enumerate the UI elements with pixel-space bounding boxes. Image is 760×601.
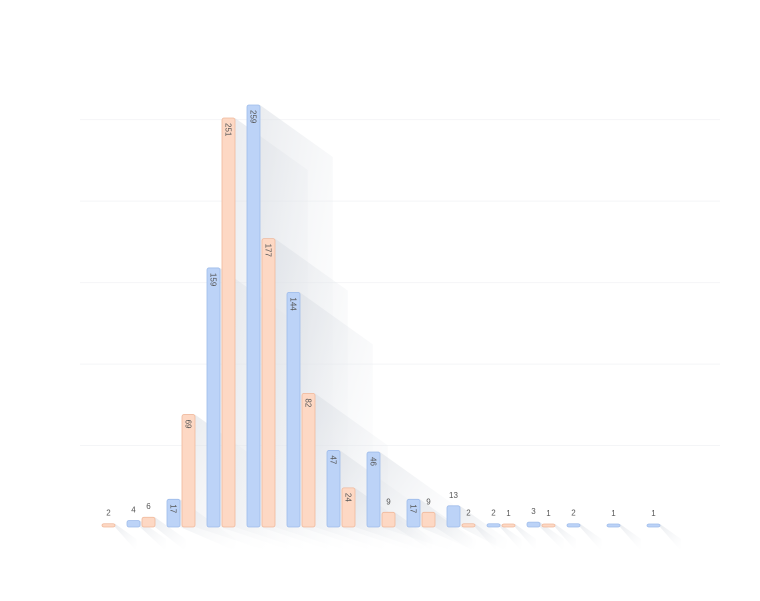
bar-shadow [580, 523, 602, 551]
bar [341, 487, 356, 528]
data-label: 46 [369, 457, 378, 466]
bars [101, 104, 661, 528]
bar [181, 414, 196, 528]
bar-shadow [475, 523, 497, 551]
data-label: 17 [409, 504, 418, 513]
bar-shadow [555, 524, 576, 551]
bar [261, 238, 276, 528]
data-label: 13 [449, 491, 458, 500]
bar-shadows [115, 105, 681, 551]
bar [526, 521, 541, 528]
bar [646, 523, 661, 528]
bar [126, 520, 141, 528]
bar [566, 523, 581, 528]
bar [206, 267, 221, 528]
data-label: 159 [209, 273, 218, 287]
data-label: 24 [344, 493, 353, 502]
bar [166, 498, 181, 528]
bar-shadow [435, 512, 473, 551]
data-label: 2 [106, 509, 111, 518]
data-label: 9 [386, 497, 391, 506]
bar [221, 117, 236, 528]
bar [286, 291, 301, 528]
data-label: 3 [531, 507, 536, 516]
grid-lines [80, 119, 720, 447]
bar [606, 523, 621, 528]
data-label: 4 [131, 505, 136, 514]
data-label: 1 [546, 509, 551, 518]
bar [486, 523, 501, 528]
bar [541, 523, 556, 528]
data-label: 1 [611, 509, 616, 518]
data-label: 251 [224, 123, 233, 137]
data-label: 69 [184, 420, 193, 429]
data-label: 9 [426, 497, 431, 506]
bar [406, 498, 421, 528]
bar [421, 511, 436, 528]
bar [501, 523, 516, 528]
bar-shadow [540, 522, 564, 551]
data-label: 17 [169, 504, 178, 513]
data-label: 82 [304, 398, 313, 407]
bar-shadow [500, 523, 522, 551]
data-label: 2 [466, 509, 471, 518]
data-label: 6 [146, 502, 151, 511]
data-label: 1 [651, 509, 656, 518]
data-label: 2 [571, 509, 576, 518]
bar [246, 104, 261, 528]
bar [301, 392, 316, 528]
bar-shadow [115, 523, 137, 551]
bar-shadow [515, 524, 536, 551]
data-label: 259 [249, 110, 258, 124]
bar [101, 523, 116, 528]
data-label: 2 [491, 509, 496, 518]
data-label: 177 [264, 244, 273, 258]
bar [366, 451, 381, 528]
bar [461, 523, 476, 528]
bar-shadow [395, 512, 433, 551]
bar [446, 505, 461, 528]
bar [381, 511, 396, 528]
bar-shadow [140, 520, 166, 551]
data-label: 1 [506, 509, 511, 518]
bar-shadow [660, 524, 681, 551]
bar-shadow [155, 517, 186, 551]
bar [141, 516, 156, 528]
data-label: 144 [289, 297, 298, 311]
data-label: 47 [329, 455, 338, 464]
bar-shadow [620, 524, 641, 551]
bar [326, 450, 341, 528]
